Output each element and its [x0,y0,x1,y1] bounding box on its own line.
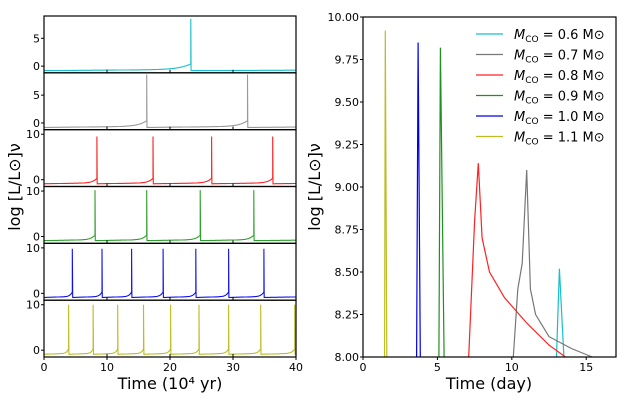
y-tick-label: 9.00 [335,181,360,194]
series-line [43,304,296,355]
y-tick-label: 8.50 [335,266,360,279]
y-tick-label: 0 [33,231,40,244]
left-panel-0.6: 05 [33,15,297,74]
right-panel: 8.00 8.25 8.50 8.75 9.00 9.25 9.50 9.75 10.00 0 5 1… [328,11,617,374]
legend-label: MCO = 0.7 M⊙ [514,49,605,66]
series-line-0.9 [438,47,445,358]
y-tick-label: 10 [26,185,40,198]
y-tick-label: 0 [33,174,40,187]
panel-frame [43,299,297,358]
panel-frame [43,15,297,74]
series-line [44,136,296,185]
left-y-axis-label: log [L/L⊙]ν [5,143,24,231]
series-line [44,74,296,128]
x-tick-label: 40 [289,361,303,374]
y-tick-label: 0 [33,117,40,130]
left-panel-0.7: 05 [33,72,297,131]
legend-label: MCO = 0.9 M⊙ [514,90,605,107]
y-tick-label: 9.75 [335,54,360,67]
y-tick-label: 8.25 [335,309,360,322]
series-line-0.6 [555,268,565,358]
right-x-axis-label: Time (day) [445,374,532,393]
legend-label: MCO = 0.6 M⊙ [514,28,605,45]
legend-label: MCO = 1.0 M⊙ [514,110,605,127]
y-tick-label: 8.00 [335,351,360,364]
series-line [44,190,296,242]
y-tick-label: 9.25 [335,139,360,152]
series-line [44,18,296,72]
panel-frame [43,242,297,301]
y-tick-label: 0 [33,287,40,300]
series-line-1.0 [416,42,421,358]
x-tick-label: 10 [505,361,519,374]
left-panel-1.1: 0 10 [26,299,297,358]
y-tick-label: 10 [26,242,40,255]
legend-label: MCO = 1.1 M⊙ [514,131,605,148]
series-line [44,248,296,298]
right-y-axis-label: log [L/L⊙]ν [305,143,324,231]
x-tick-label: 15 [579,361,593,374]
x-tick-label: 20 [163,361,177,374]
y-tick-label: 10 [26,128,40,141]
x-tick-label: 10 [100,361,114,374]
x-tick-label: 0 [360,361,367,374]
y-tick-label: 8.75 [335,224,360,237]
y-tick-label: 10.00 [328,11,360,24]
left-panel-1.0: 0 10 [26,242,297,301]
panel-frame [43,72,297,131]
y-tick-label: 9.50 [335,96,360,109]
series-line-0.8 [468,163,566,358]
panel-frame [43,185,297,244]
left-x-axis-label: Time (10⁴ yr) [117,374,223,393]
y-tick-label: 0 [33,344,40,357]
y-tick-label: 5 [33,32,40,45]
left-panel-0.8: 0 10 [26,128,297,188]
y-tick-label: 0 [33,60,40,73]
left-panel-0.9: 0 10 [26,185,297,244]
y-tick-label: 5 [33,89,40,102]
series-line-1.1 [384,30,388,358]
x-tick-label: 5 [434,361,441,374]
y-tick-label: 10 [26,299,40,312]
legend: MCO = 0.6 M⊙ MCO = 0.7 M⊙ MCO = 0.8 M⊙ MCO … [476,28,605,148]
legend-label: MCO = 0.8 M⊙ [514,69,605,86]
series-line-0.7 [512,169,593,358]
x-tick-label: 30 [226,361,240,374]
plot-frame [362,16,617,358]
x-tick-label: 0 [41,361,48,374]
panel-frame [43,129,297,188]
